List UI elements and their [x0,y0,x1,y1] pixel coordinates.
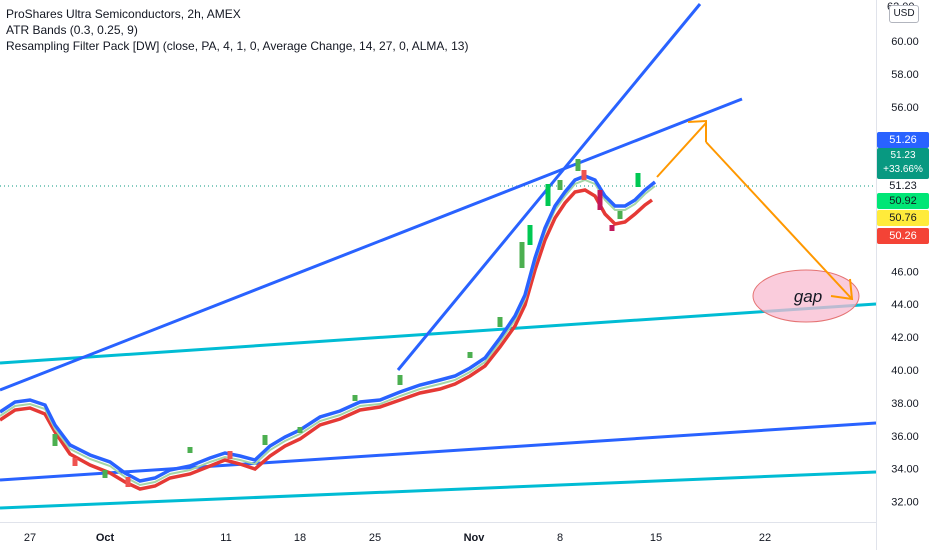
price-tick: 36.00 [891,431,919,443]
candle [262,435,268,445]
trendline-support [0,421,876,482]
time-label: Nov [464,532,486,544]
time-label: Oct [96,532,115,544]
price-tick: 32.00 [891,497,919,509]
price-tick: 60.00 [891,36,919,48]
indicator-atr-bands[interactable]: ATR Bands (0.3, 0.25, 9) [6,23,138,37]
gap-ellipse [752,269,860,323]
price-chart[interactable]: gap [0,0,876,522]
candle [519,242,525,268]
upper-band [0,174,657,483]
candle [557,180,563,190]
price-axis[interactable]: 60.00 58.00 56.00 46.00 44.00 42.00 40.00 38.00… [876,0,932,550]
time-label: 25 [369,532,381,544]
price-tick: 34.00 [891,464,919,476]
candle [545,184,551,206]
candle [72,458,78,466]
time-axis[interactable]: 27 Oct 11 18 25 Nov 8 15 22 [0,522,876,551]
candle [527,225,533,245]
price-change-percent: +33.66% [883,164,923,175]
arrow-down-line [705,141,852,299]
price-label-blue: 51.26 [877,132,929,148]
currency-badge[interactable]: USD [889,5,919,23]
time-label: 15 [650,532,662,544]
candle [227,451,233,459]
candle [609,225,615,231]
candle [635,173,641,187]
price-label-yellow: 50.76 [877,210,929,226]
time-label: 27 [24,532,36,544]
candle [617,211,623,219]
chart-legend: ProShares Ultra Semiconductors, 2h, AMEX… [6,6,468,54]
candle [297,427,303,433]
channel-line-upper [0,302,876,365]
candle [467,352,473,358]
price-label-plain: 51.23 [889,180,917,192]
candle [187,447,193,453]
price-axis-ticks: 60.00 58.00 56.00 46.00 44.00 42.00 40.00 38.00… [887,1,919,509]
time-axis-labels: 27 Oct 11 18 25 Nov 8 15 22 [24,532,771,544]
last-price: 51.23 [890,150,916,161]
indicator-resampling-filter[interactable]: Resampling Filter Pack [DW] (close, PA, … [6,39,469,53]
time-label: 22 [759,532,771,544]
candle [575,159,581,171]
mid-band [0,178,656,487]
arrow-up-head [687,119,707,142]
candle [581,170,587,180]
price-tick: 40.00 [891,365,919,377]
lower-band [0,188,654,491]
candle [597,190,603,210]
candle [125,477,131,487]
candle [52,434,58,446]
candle [497,317,503,327]
candle [102,470,108,478]
arrow-down-head [830,278,854,301]
price-tick: 46.00 [891,266,919,278]
time-label: 18 [294,532,306,544]
symbol-title[interactable]: ProShares Ultra Semiconductors, 2h, AMEX [6,7,241,21]
price-label-red: 50.26 [877,228,929,244]
price-label-lime: 50.92 [877,193,929,209]
price-label-green-value: 51.23 +33.66% [877,148,929,179]
time-label: 11 [220,532,231,544]
price-tick: 44.00 [891,299,919,311]
gap-label: gap [794,287,822,306]
price-tick: 42.00 [891,332,919,344]
chart-pane[interactable]: gap ProShares Ultra Semiconductors, 2h, … [0,0,876,522]
channel-line-lower [0,470,876,510]
candle [352,395,358,401]
arrow-up-line [656,122,707,178]
price-tick: 56.00 [891,102,919,114]
trendline-rising [0,97,743,392]
candle [397,375,403,385]
price-tick: 38.00 [891,398,919,410]
time-label: 8 [557,532,563,544]
price-tick: 58.00 [891,69,919,81]
